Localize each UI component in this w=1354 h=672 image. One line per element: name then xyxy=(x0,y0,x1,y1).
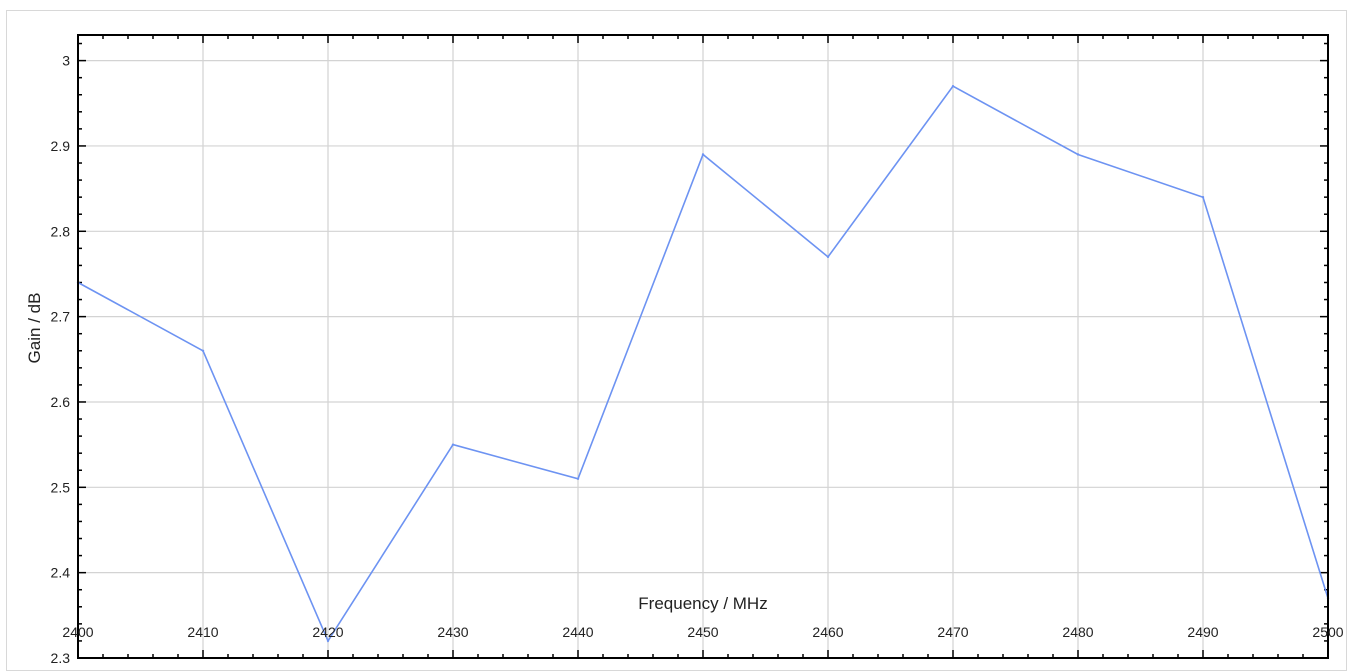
y-tick-label: 2.6 xyxy=(51,394,71,410)
gain-data-point xyxy=(1201,195,1205,199)
gain-data-point xyxy=(701,153,705,156)
chart-panel-border xyxy=(6,10,1347,671)
y-tick-label: 2.3 xyxy=(51,650,71,666)
x-tick-label: 2460 xyxy=(812,624,843,640)
x-tick-label: 2410 xyxy=(187,624,218,640)
gain-data-point xyxy=(201,349,205,352)
x-tick-label: 2420 xyxy=(312,624,343,640)
gain-data-point xyxy=(576,477,580,480)
x-tick-label: 2400 xyxy=(62,624,93,640)
gain-data-point xyxy=(326,639,330,643)
grid-lines xyxy=(78,35,1328,658)
y-tick-label: 2.9 xyxy=(51,138,71,154)
x-tick-label: 2500 xyxy=(1312,624,1343,640)
x-tick-label: 2480 xyxy=(1062,624,1093,640)
y-tick-label: 2.7 xyxy=(51,309,71,325)
y-tick-label: 2.4 xyxy=(51,565,71,581)
gain-data-point xyxy=(451,443,455,446)
x-tick-label: 2440 xyxy=(562,624,593,640)
gain-data-point xyxy=(826,255,830,259)
x-tick-label: 2450 xyxy=(687,624,718,640)
tick-labels: 2400 2410 2420 2430 2440 2450 2460 2470 2480 2490… xyxy=(51,53,1344,666)
y-axis-label: Gain / dB xyxy=(25,293,44,364)
gain-data-point xyxy=(1076,153,1080,156)
y-tick-label: 2.8 xyxy=(51,223,71,239)
y-tick-label: 2.5 xyxy=(51,479,71,495)
gain-data-point xyxy=(951,85,955,88)
x-tick-label: 2490 xyxy=(1187,624,1218,640)
x-axis-label: Frequency / MHz xyxy=(638,594,767,613)
x-tick-label: 2470 xyxy=(937,624,968,640)
x-tick-label: 2430 xyxy=(437,624,468,640)
y-tick-label: 3 xyxy=(62,53,70,69)
plot-frame xyxy=(77,34,1329,659)
